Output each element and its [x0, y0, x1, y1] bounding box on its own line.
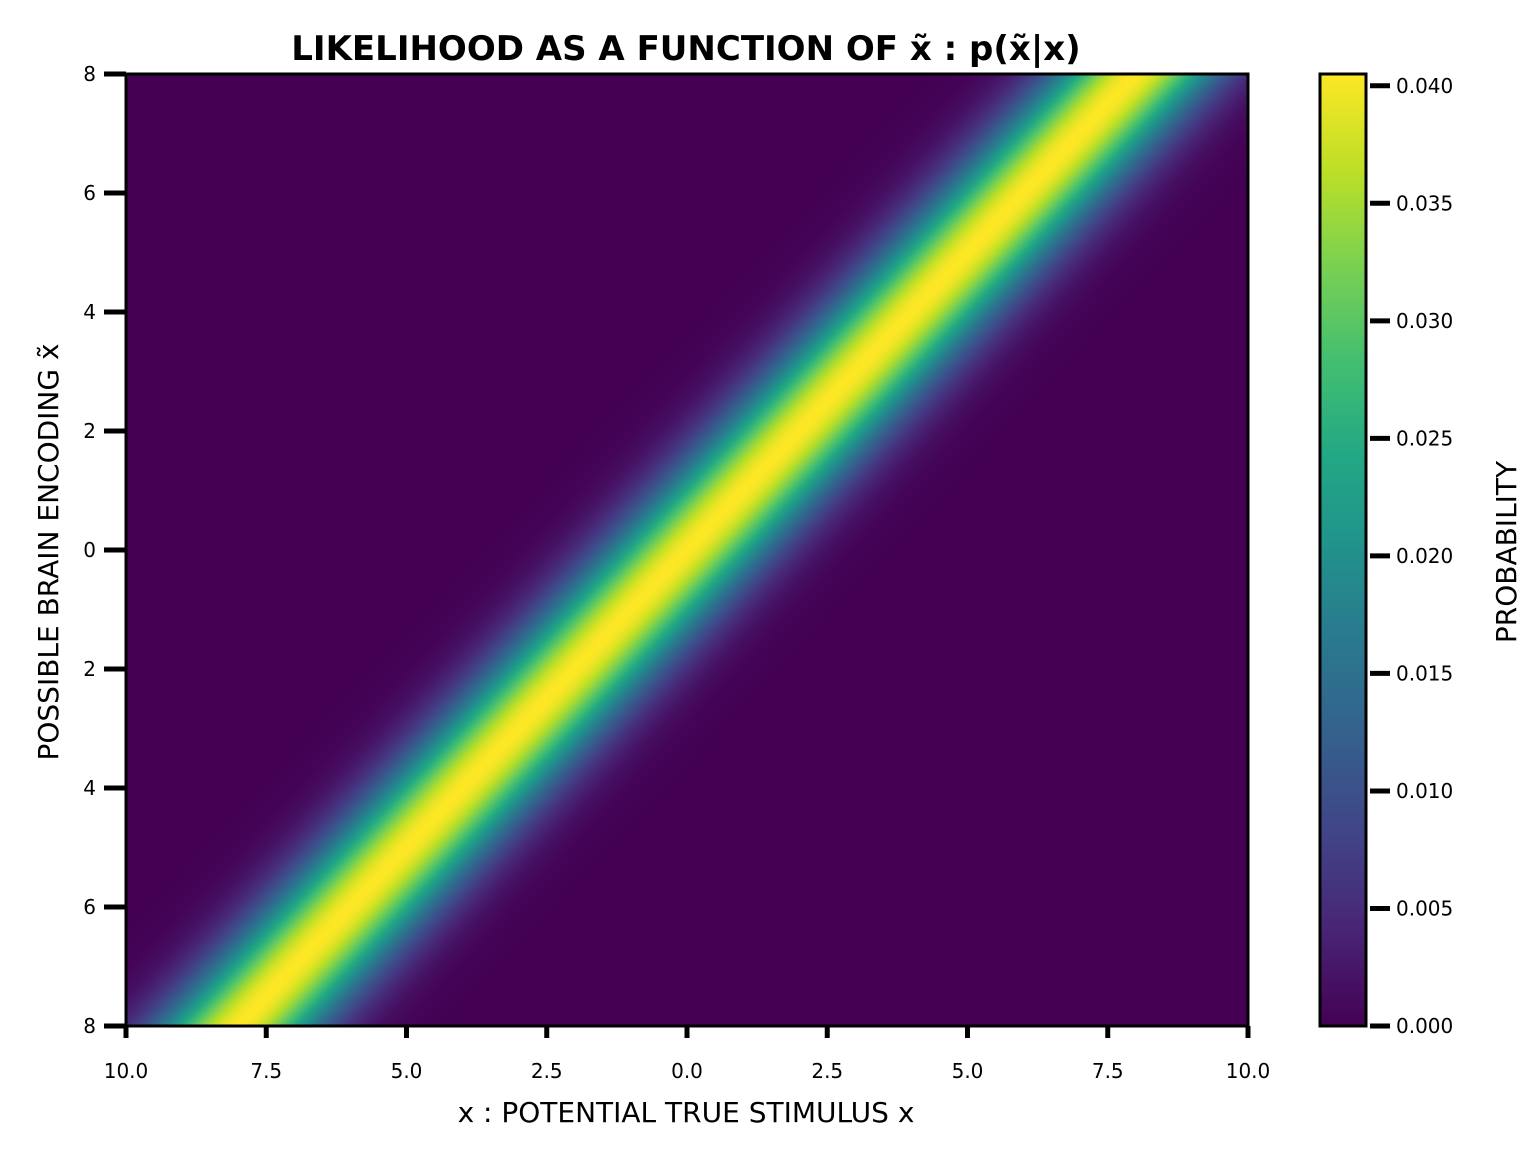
x-tick-label: 2.5	[531, 1059, 563, 1083]
x-tick-label: 7.5	[1092, 1059, 1124, 1083]
y-tick-label: 8	[83, 1014, 96, 1038]
colorbar-tick-label: 0.025	[1396, 426, 1453, 450]
colorbar-label: PROBABILITY	[1490, 460, 1523, 643]
x-tick-label: 5.0	[391, 1059, 423, 1083]
colorbar: 0.000 0.005 0.010 0.015 0.020 0.025 0.030 0.035…	[1318, 72, 1523, 1038]
x-tick-label: 10.0	[104, 1059, 149, 1083]
y-tick-label: 0	[83, 538, 96, 562]
y-axis-ticks: 8 6 4 2 0 2 4 6 8	[83, 62, 126, 1038]
y-tick-label: 4	[83, 776, 96, 800]
colorbar-tick-label: 0.030	[1396, 309, 1453, 333]
colorbar-gradient-bar	[1318, 72, 1368, 1028]
x-tick-label: 7.5	[250, 1059, 282, 1083]
x-tick-label: 0.0	[671, 1059, 703, 1083]
colorbar-ticks: 0.000 0.005 0.010 0.015 0.020 0.025 0.030 0.035…	[1370, 74, 1453, 1038]
colorbar-tick-label: 0.005	[1396, 896, 1453, 920]
y-tick-label: 6	[83, 895, 96, 919]
heatmap-image	[126, 74, 1248, 1026]
x-axis-ticks: 10.0 7.5 5.0 2.5 0.0 2.5 5.0 7.5 10.0	[104, 1026, 1271, 1083]
y-tick-label: 6	[83, 181, 96, 205]
chart-title: LIKELIHOOD AS A FUNCTION OF x̃ : p(x̃|x)	[291, 29, 1080, 69]
colorbar-tick-label: 0.010	[1396, 779, 1453, 803]
colorbar-tick-label: 0.035	[1396, 191, 1453, 215]
colorbar-tick-label: 0.000	[1396, 1014, 1453, 1038]
x-tick-label: 2.5	[811, 1059, 843, 1083]
x-axis-label: x : POTENTIAL TRUE STIMULUS x	[458, 1096, 915, 1129]
y-tick-label: 8	[83, 62, 96, 86]
colorbar-tick-label: 0.020	[1396, 544, 1453, 568]
x-tick-label: 10.0	[1226, 1059, 1271, 1083]
y-tick-label: 2	[83, 419, 96, 443]
colorbar-tick-label: 0.040	[1396, 74, 1453, 98]
colorbar-tick-label: 0.015	[1396, 661, 1453, 685]
y-tick-label: 4	[83, 300, 96, 324]
y-tick-label: 2	[83, 657, 96, 681]
heatmap-plot-area	[124, 72, 1250, 1028]
y-axis-label: POSSIBLE BRAIN ENCODING x̃	[32, 343, 65, 760]
x-tick-label: 5.0	[952, 1059, 984, 1083]
